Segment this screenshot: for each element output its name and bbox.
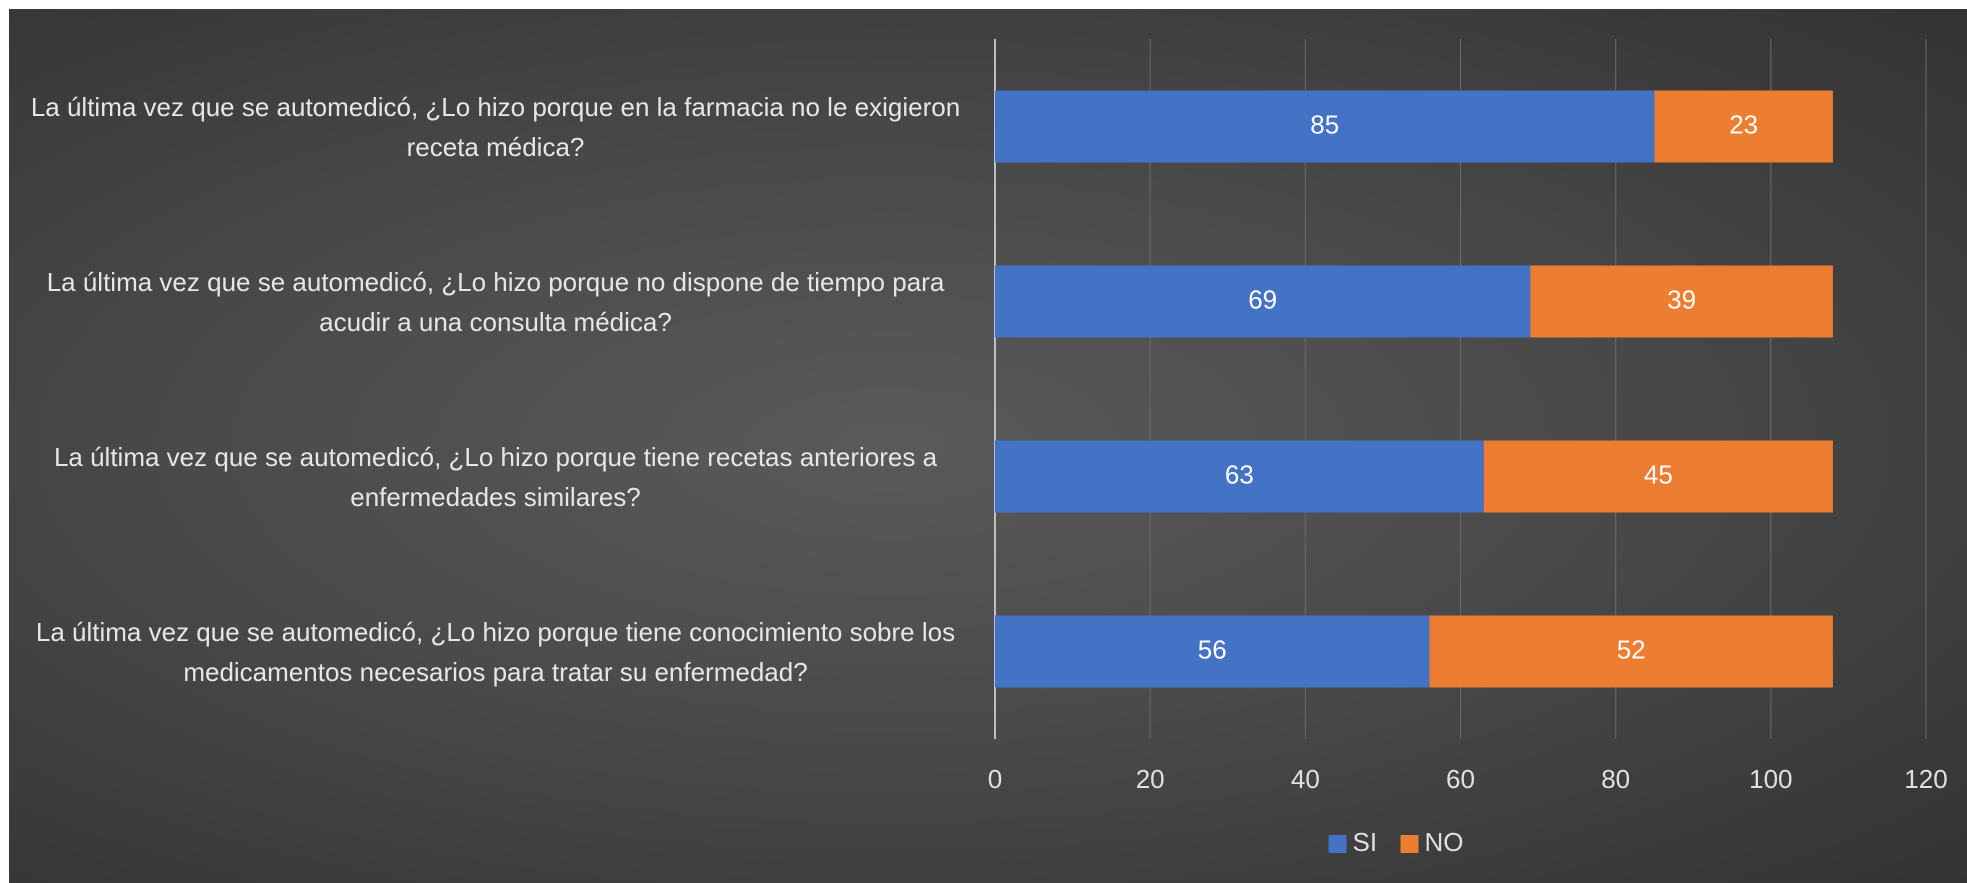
bar-segment [995,265,1531,338]
x-tick-label: 120 [1904,764,1947,794]
x-tick-label: 40 [1291,764,1320,794]
data-label: 69 [1248,284,1277,314]
legend-swatch [1400,835,1419,853]
data-label: 56 [1198,634,1227,664]
x-tick-label: 100 [1749,764,1792,794]
bar-segment [1654,90,1833,163]
category-label: La última vez que se automedicó, ¿Lo hiz… [53,441,938,512]
legend-swatch [1328,835,1347,853]
bar-segment [1429,615,1833,688]
bar-segment [1483,440,1833,513]
x-tick-label: 60 [1446,764,1475,794]
x-tick-label: 20 [1136,764,1165,794]
category-label: La última vez que se automedicó, ¿Lo hiz… [35,616,956,687]
data-label: 63 [1225,459,1254,489]
x-tick-label: 0 [988,764,1002,794]
bar-segment [995,90,1655,163]
category-label: La última vez que se automedicó, ¿Lo hiz… [46,266,945,337]
category-label: La última vez que se automedicó, ¿Lo hiz… [30,91,961,162]
chart: 0 20 40 60 80 100 120 85 23 69 39 63 45 56 52 SI NO [988,39,1948,857]
legend-label: NO [1425,827,1464,857]
bar-segment [995,440,1484,513]
bar-segment [1530,265,1833,338]
data-label: 39 [1667,284,1696,314]
x-tick-label: 80 [1601,764,1630,794]
chart-area: 0 20 40 60 80 100 120 85 23 69 39 63 45 56 52 SI NO La ú… [9,9,1967,883]
data-label: 45 [1644,459,1673,489]
data-label: 23 [1729,109,1758,139]
legend-label: SI [1353,827,1378,857]
data-label: 52 [1617,634,1646,664]
bar-segment [995,615,1430,688]
data-label: 85 [1310,109,1339,139]
